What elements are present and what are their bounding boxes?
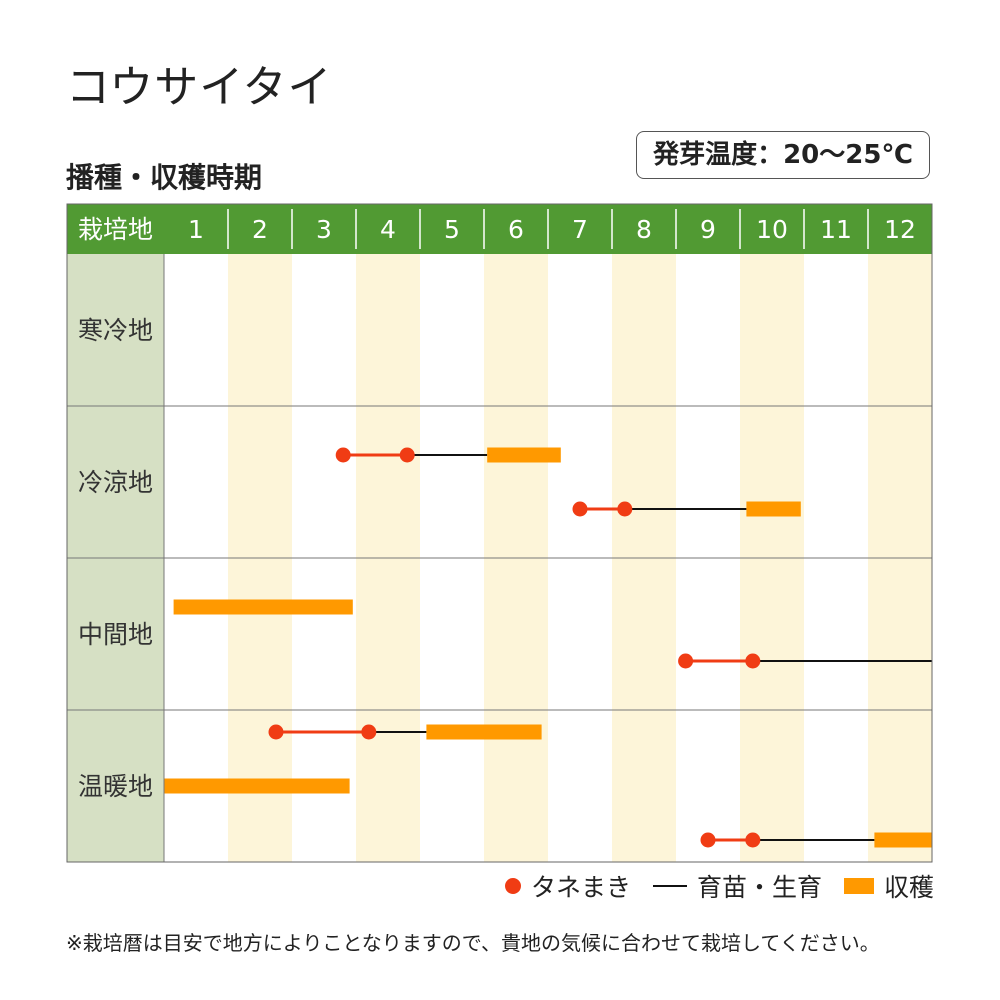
schedule-row-4-3 xyxy=(700,832,932,848)
region-label-2: 冷涼地 xyxy=(78,468,153,497)
germination-temperature-badge: 発芽温度：20〜25℃ xyxy=(636,131,930,179)
region-label-4: 温暖地 xyxy=(78,772,153,801)
header-label-region: 栽培地 xyxy=(78,215,153,244)
header-row-background xyxy=(67,204,932,254)
section-subtitle: 播種・収穫時期 xyxy=(66,161,263,194)
sowing-end-dot xyxy=(745,832,761,848)
sowing-start-dot xyxy=(572,501,588,517)
legend-label-growing: 育苗・生育 xyxy=(697,873,823,902)
schedule-row-2-2 xyxy=(572,501,801,517)
sowing-start-dot xyxy=(700,832,716,848)
schedule-row-3-1 xyxy=(173,599,353,615)
footnote: ※栽培暦は目安で地方によりことなりますので、貴地の気候に合わせて栽培してください… xyxy=(66,931,880,955)
legend-item-harvest: 収穫 xyxy=(844,868,934,904)
region-label-1: 寒冷地 xyxy=(78,316,153,345)
schedule-row-4-1 xyxy=(268,724,542,740)
month-label-6: 6 xyxy=(508,215,524,244)
sowing-start-dot xyxy=(268,724,284,740)
month-label-2: 2 xyxy=(252,215,268,244)
legend-item-growing: 育苗・生育 xyxy=(653,868,822,904)
growing-line-icon xyxy=(653,885,688,887)
page-title: コウサイタイ xyxy=(66,62,333,113)
legend-label-sowing: タネまき xyxy=(531,873,632,902)
sowing-start-dot xyxy=(335,447,351,463)
schedule-row-2-1 xyxy=(335,447,561,463)
sowing-end-dot xyxy=(617,501,633,517)
chart-legend: タネまき 育苗・生育 収穫 xyxy=(505,866,934,906)
harvest-bar xyxy=(874,832,932,848)
month-label-3: 3 xyxy=(316,215,332,244)
harvest-bar xyxy=(164,778,350,794)
legend-label-harvest: 収穫 xyxy=(884,873,935,902)
schedule-row-3-2 xyxy=(678,653,932,669)
month-label-8: 8 xyxy=(636,215,652,244)
month-label-12: 12 xyxy=(884,215,916,244)
month-label-10: 10 xyxy=(756,215,788,244)
legend-item-sowing: タネまき xyxy=(505,868,631,904)
chart-border xyxy=(66,203,933,863)
harvest-bar xyxy=(746,501,801,517)
schedule-row-4-2 xyxy=(164,778,350,794)
month-label-1: 1 xyxy=(188,215,204,244)
month-label-9: 9 xyxy=(700,215,716,244)
region-label-3: 中間地 xyxy=(78,620,153,649)
month-label-5: 5 xyxy=(444,215,460,244)
month-label-4: 4 xyxy=(380,215,396,244)
harvest-bar xyxy=(487,447,561,463)
month-label-7: 7 xyxy=(572,215,588,244)
harvest-bar-icon xyxy=(844,878,875,894)
sowing-end-dot xyxy=(361,724,377,740)
harvest-bar xyxy=(173,599,353,615)
harvest-bar xyxy=(426,724,542,740)
sowing-dot-icon xyxy=(505,878,521,894)
sowing-end-dot xyxy=(745,653,761,669)
month-label-11: 11 xyxy=(820,215,852,244)
sowing-end-dot xyxy=(399,447,415,463)
sowing-start-dot xyxy=(678,653,694,669)
